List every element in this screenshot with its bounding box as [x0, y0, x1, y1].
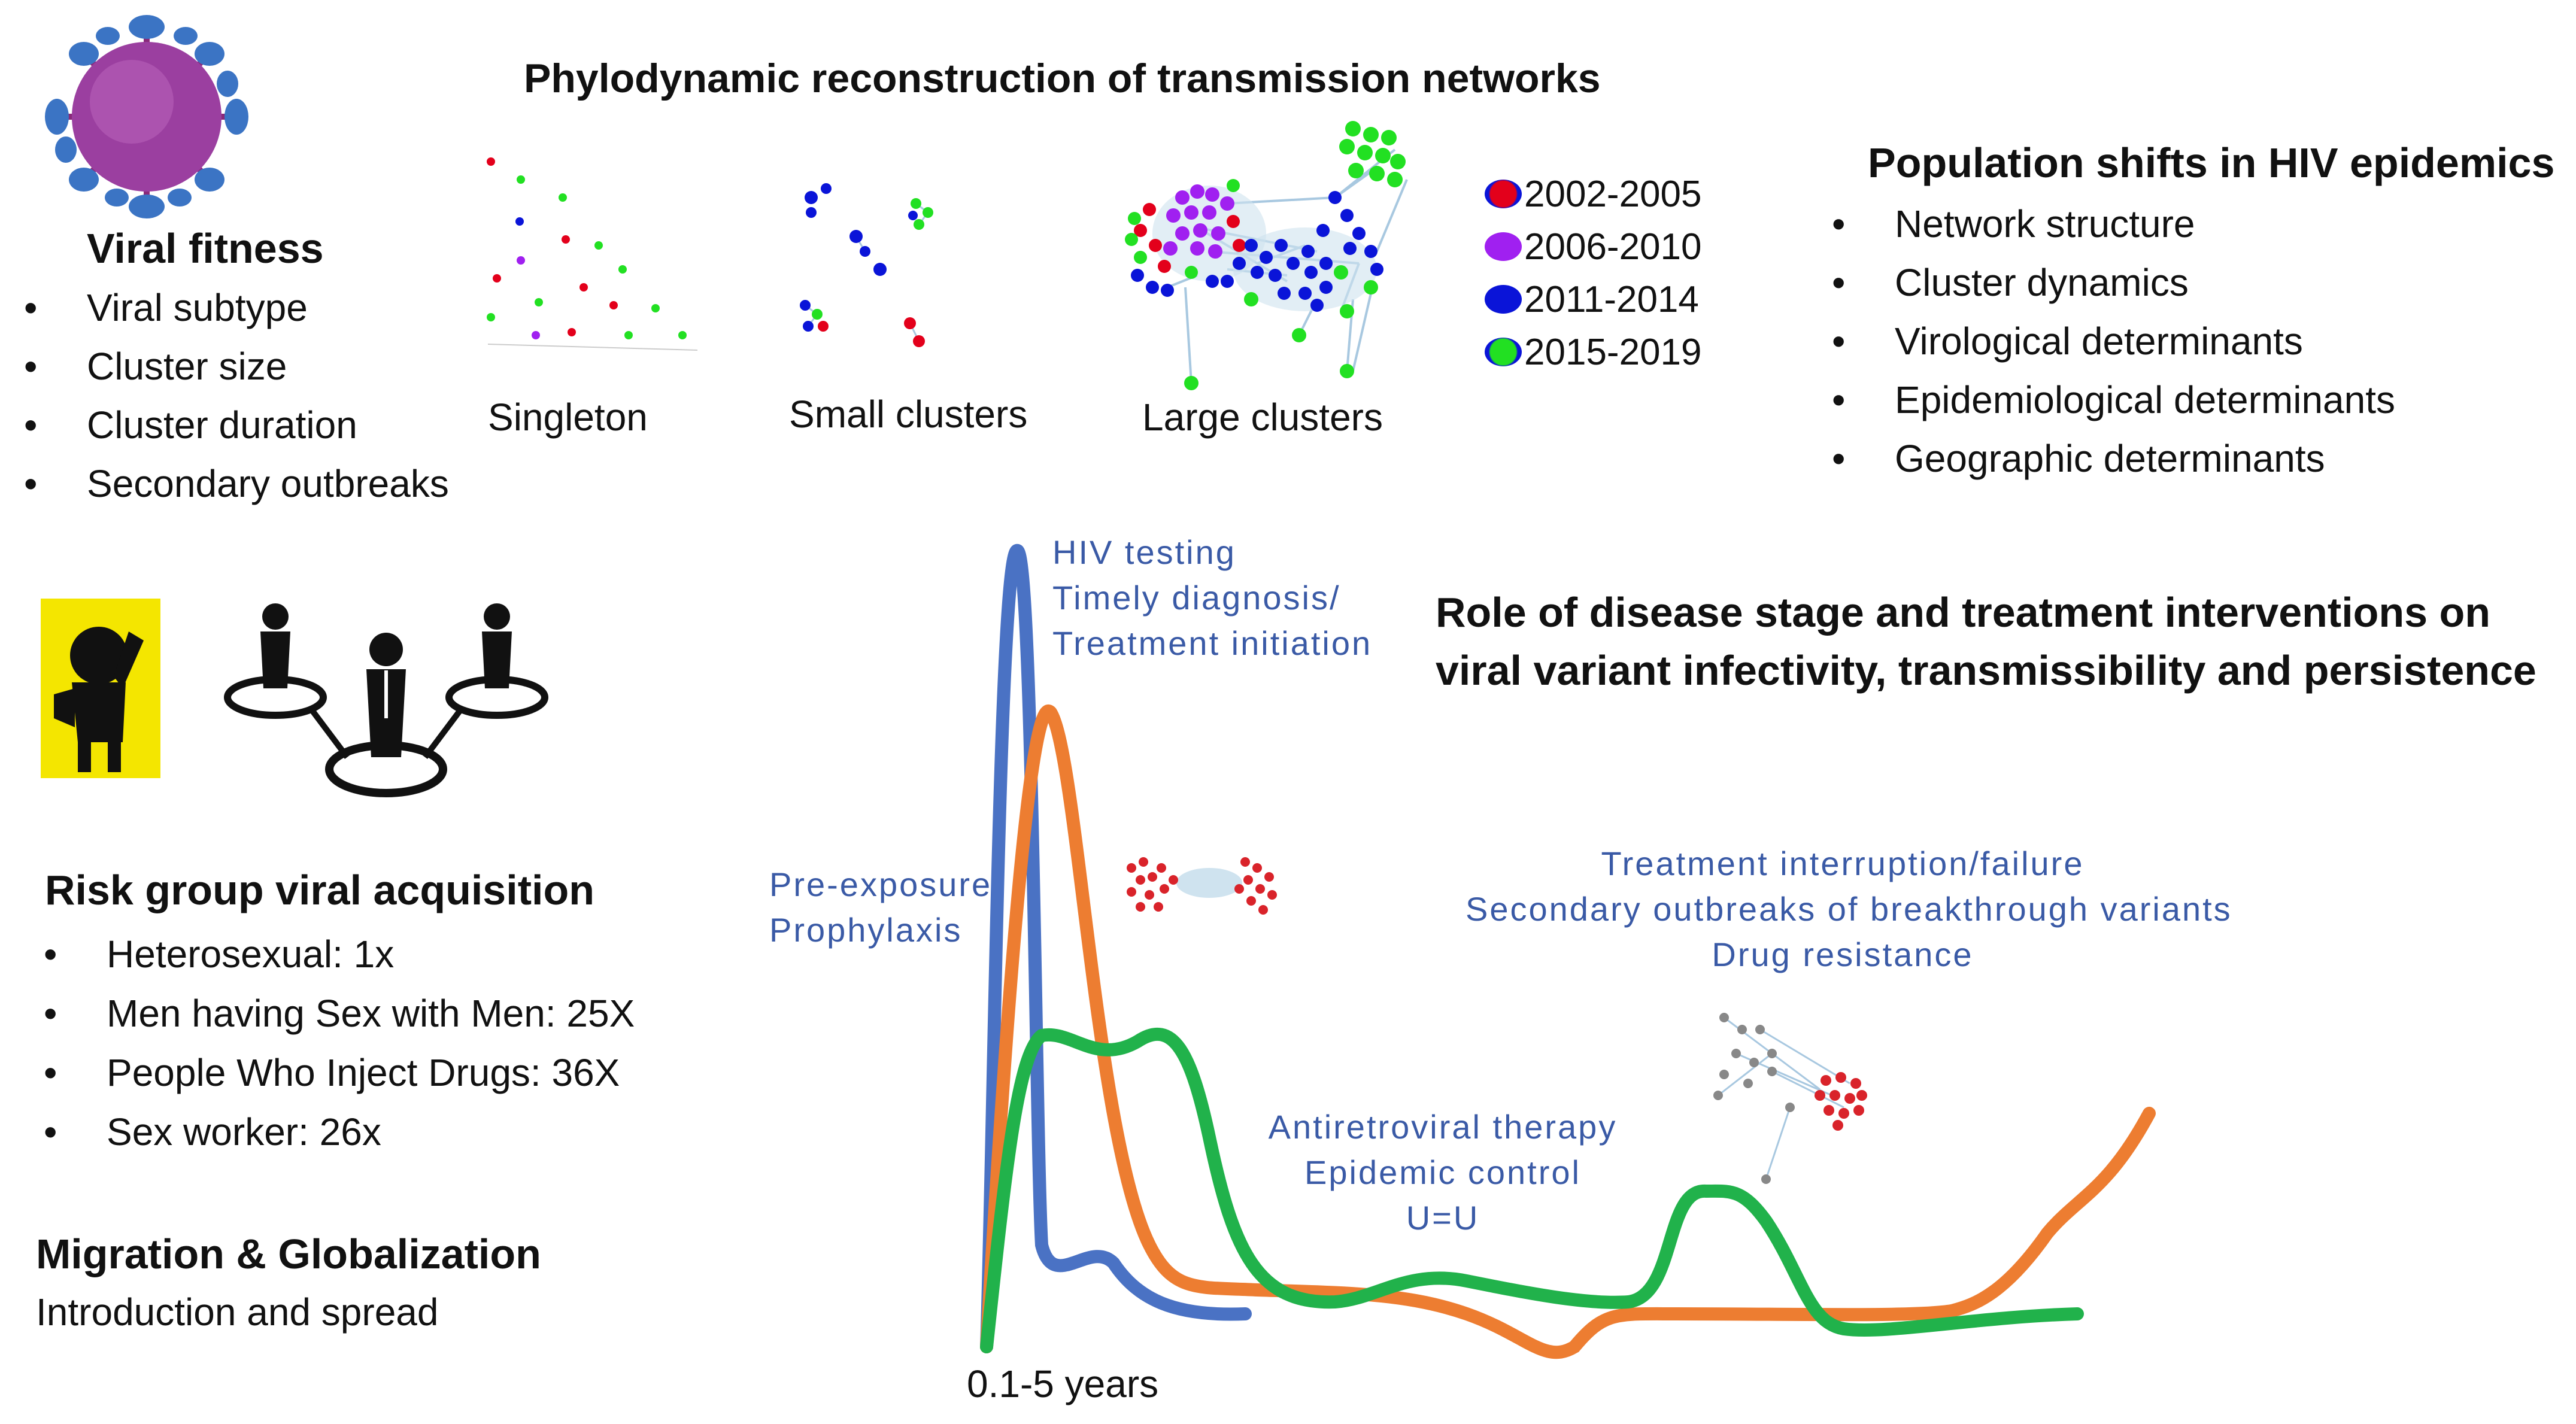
risk-group-heading: Risk group viral acquisition [45, 867, 594, 913]
large-clusters-label: Large clusters [1142, 396, 1383, 439]
legend-dot [1485, 180, 1522, 208]
viral-fitness-heading: Viral fitness [87, 225, 324, 272]
list-item: Geographic determinants [1832, 429, 2395, 488]
population-shifts-heading: Population shifts in HIV epidemics [1868, 139, 2555, 186]
list-item: Secondary outbreaks [24, 454, 449, 513]
large-clusters-network [1125, 121, 1408, 390]
virus-icon [45, 15, 248, 218]
legend-item: 2011-2014 [1485, 273, 1702, 326]
curve-blue [980, 544, 1252, 1353]
list-item: Viral subtype [24, 278, 449, 337]
legend-dot [1485, 338, 1522, 366]
viral-fitness-list: Viral subtype Cluster size Cluster durat… [24, 278, 449, 513]
hiv-testing-annotation: HIV testing Timely diagnosis/ Treatment … [1052, 530, 1372, 666]
annotation-line: HIV testing [1052, 533, 1236, 571]
annotation-line: Pre-exposure [769, 866, 993, 903]
x-axis-label: 0.1-5 years [967, 1362, 1159, 1405]
list-item: Cluster dynamics [1832, 253, 2395, 312]
list-item: Cluster size [24, 337, 449, 396]
small-clusters-network [800, 183, 933, 347]
role-heading-line2: viral variant infectivity, transmissibil… [1436, 647, 2536, 694]
annotation-line: U=U [1406, 1199, 1480, 1237]
treatment-failure-annotation: Treatment interruption/failure Secondary… [1466, 841, 2232, 977]
small-clusters-label: Small clusters [789, 393, 1028, 436]
legend-dot [1485, 285, 1522, 314]
legend-item: 2006-2010 [1485, 220, 1702, 273]
mini-cluster-2 [1713, 1013, 1867, 1184]
list-item: Cluster duration [24, 396, 449, 454]
annotation-line: Secondary outbreaks of breakthrough vari… [1466, 890, 2232, 928]
legend-dot [1485, 232, 1522, 261]
thinking-person-icon [41, 599, 160, 778]
role-heading-line1: Role of disease stage and treatment inte… [1436, 589, 2491, 636]
legend-item: 2002-2005 [1485, 168, 1702, 220]
annotation-line: Timely diagnosis/ [1052, 579, 1341, 617]
list-item: Men having Sex with Men: 25X [44, 984, 635, 1043]
annotation-line: Antiretroviral therapy [1268, 1108, 1618, 1146]
curve-green [980, 1028, 2084, 1353]
page-title: Phylodynamic reconstruction of transmiss… [524, 56, 1601, 101]
list-item: People Who Inject Drugs: 36X [44, 1043, 635, 1103]
migration-text: Introduction and spread [36, 1291, 439, 1334]
curve-orange [980, 704, 2156, 1359]
mini-cluster-1 [1127, 857, 1277, 915]
people-network-icon [224, 603, 548, 797]
list-item: Virological determinants [1832, 312, 2395, 371]
singleton-network [487, 157, 698, 351]
annotation-line: Prophylaxis [769, 911, 963, 949]
annotation-line: Treatment initiation [1052, 624, 1373, 662]
art-annotation: Antiretroviral therapy Epidemic control … [1251, 1104, 1634, 1241]
list-item: Epidemiological determinants [1832, 371, 2395, 429]
annotation-line: Treatment interruption/failure [1601, 845, 2085, 882]
list-item: Network structure [1832, 195, 2395, 253]
list-item: Sex worker: 26x [44, 1103, 635, 1162]
prep-annotation: Pre-exposure Prophylaxis [769, 862, 992, 953]
singleton-label: Singleton [488, 396, 648, 439]
annotation-line: Epidemic control [1304, 1153, 1581, 1191]
risk-group-list: Heterosexual: 1x Men having Sex with Men… [44, 925, 635, 1162]
legend-item: 2015-2019 [1485, 326, 1702, 378]
list-item: Heterosexual: 1x [44, 925, 635, 984]
population-shifts-list: Network structure Cluster dynamics Virol… [1832, 195, 2395, 488]
migration-heading: Migration & Globalization [36, 1231, 541, 1277]
year-legend: 2002-2005 2006-2010 2011-2014 2015-2019 [1485, 168, 1702, 378]
annotation-line: Drug resistance [1712, 936, 1974, 973]
